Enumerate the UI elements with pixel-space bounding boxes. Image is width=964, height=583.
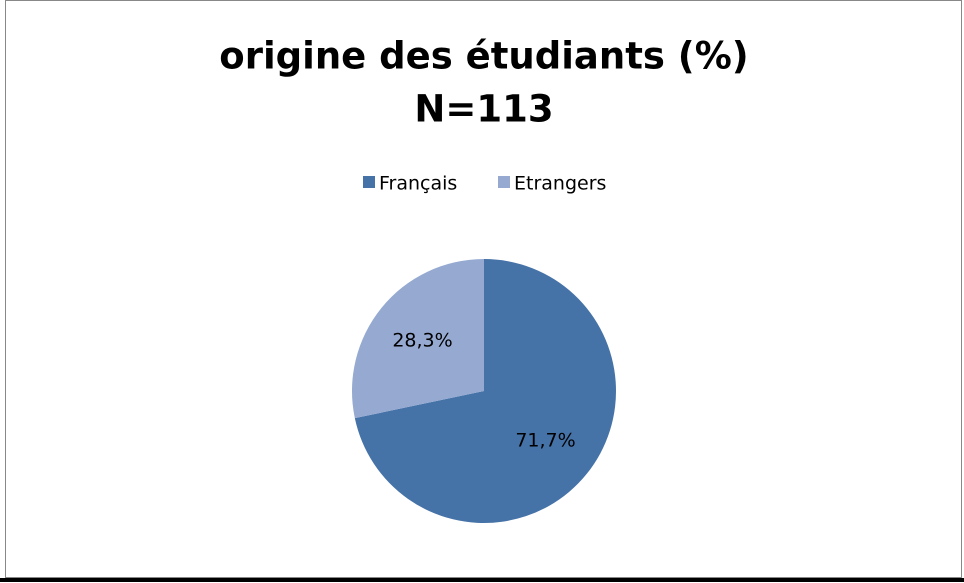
- legend-swatch: [498, 176, 510, 188]
- legend-label: Etrangers: [514, 173, 606, 195]
- value-label: 28,3%: [392, 330, 452, 352]
- legend-label: Français: [379, 173, 457, 195]
- legend-swatch: [363, 176, 375, 188]
- pie-slice: [354, 259, 617, 523]
- chart-title: origine des étudiants (%): [219, 35, 748, 78]
- chart-subtitle: N=113: [414, 88, 553, 131]
- pie-slice: [352, 259, 484, 419]
- value-label: 71,7%: [515, 429, 575, 451]
